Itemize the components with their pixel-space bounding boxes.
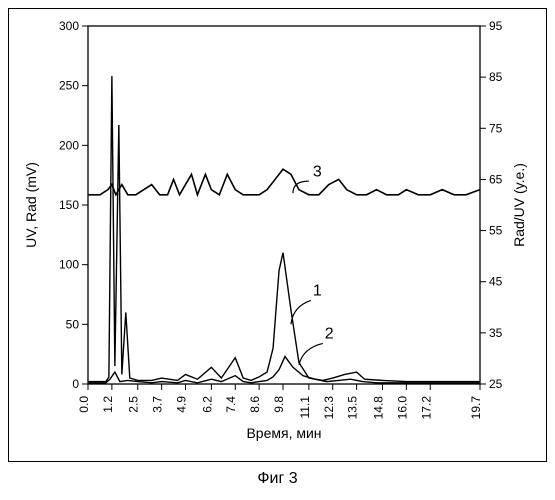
figure-caption: Фиг 3: [0, 470, 555, 488]
outer-frame: [8, 8, 547, 462]
